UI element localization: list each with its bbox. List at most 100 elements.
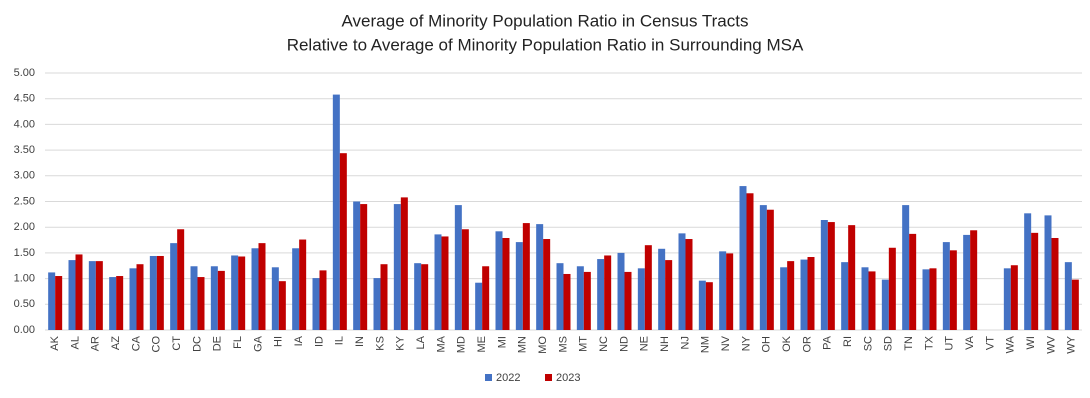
bar [902,205,910,330]
bar [502,237,510,330]
bar [421,264,429,330]
bar [353,201,361,330]
bar [970,230,978,330]
bar [1071,279,1079,330]
bar [251,248,259,330]
bar [787,261,795,330]
x-tick-label: IN [354,336,366,347]
x-tick-label: OR [801,336,813,353]
bar [739,186,747,330]
bar [820,220,828,330]
x-tick-label: MN [517,336,529,353]
x-tick-label: ID [313,336,325,347]
bar [942,242,950,330]
bar [217,270,225,330]
bar [197,277,205,330]
bar [576,266,584,330]
bar [210,266,218,330]
bar [556,263,564,330]
x-tick-label: PA [822,335,834,350]
bar [800,259,808,330]
bar [929,268,937,330]
bar [88,261,96,330]
bar [55,276,63,330]
bar [543,239,551,330]
x-tick-label: NV [720,335,732,351]
bar [339,153,347,330]
bar [68,260,76,330]
bar [1064,262,1072,330]
x-tick-label: AR [90,336,102,351]
bar [116,276,124,330]
x-tick-label: DE [212,336,224,351]
x-tick-label: HI [273,336,285,347]
bar [868,271,876,330]
x-tick-label: IA [293,335,305,346]
bar [909,233,917,330]
bar [861,267,869,330]
bar [1031,232,1039,330]
y-tick-label: 2.00 [14,221,35,233]
x-tick-label: AZ [110,336,122,350]
bar [475,282,483,330]
bar [319,270,327,330]
bar [136,264,144,330]
x-tick-label: AL [69,336,81,349]
bar [482,266,490,330]
x-tick-label: TX [923,335,935,350]
bar [434,234,442,330]
x-tick-label: UT [944,336,956,351]
bar [597,259,605,330]
bar [373,278,381,330]
bar [726,253,734,330]
bar [759,205,767,330]
y-tick-label: 2.50 [14,195,35,207]
x-tick-label: DC [191,336,203,352]
y-tick-label: 4.00 [14,118,35,130]
bar [536,224,544,330]
x-tick-label: WA [1005,335,1017,353]
x-tick-label: VA [964,335,976,350]
bar [495,231,503,330]
bar [624,271,632,330]
bar [515,242,523,330]
x-tick-label: FL [232,336,244,349]
bar [848,225,856,330]
x-tick-label: NY [740,335,752,351]
x-tick-label: KY [395,335,407,350]
x-tick-label: OK [781,335,793,352]
x-tick-label: GA [252,335,264,352]
x-tick-label: MI [496,336,508,348]
bar [1010,265,1018,330]
bar [149,255,157,330]
x-tick-label: NC [598,336,610,352]
bar [881,279,889,330]
bar [231,255,239,330]
bar [604,255,612,330]
x-tick-label: TN [903,336,915,351]
bar [1003,268,1011,330]
bar [644,245,652,330]
x-tick-label: ME [476,336,488,353]
x-tick-label: MT [578,336,590,352]
bar [129,268,137,330]
bar [292,248,300,330]
y-tick-label: 0.00 [14,324,35,336]
x-tick-label: WY [1066,335,1078,353]
chart-title: Average of Minority Population Ratio in … [342,11,749,30]
y-tick-label: 0.50 [14,298,35,310]
x-tick-label: MO [537,336,549,354]
x-tick-label: RI [842,336,854,347]
chart-title: Relative to Average of Minority Populati… [287,35,804,54]
y-tick-label: 1.50 [14,247,35,259]
bar [807,257,815,330]
bar [177,229,185,330]
x-tick-label: CA [130,335,142,351]
bar [441,236,449,330]
legend-swatch [545,374,552,381]
x-tick-label: SC [862,336,874,351]
y-tick-label: 1.00 [14,273,35,285]
bar [766,209,774,330]
bar [698,280,706,330]
bar [665,260,673,330]
